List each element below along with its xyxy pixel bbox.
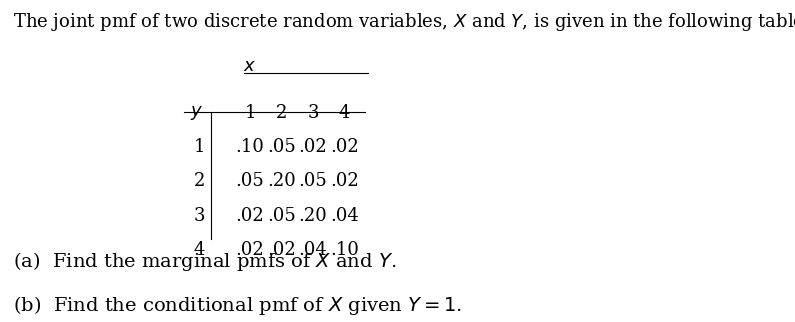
Text: .02: .02: [299, 138, 328, 156]
Text: .04: .04: [330, 207, 359, 225]
Text: .04: .04: [299, 241, 328, 259]
Text: .05: .05: [299, 173, 328, 191]
Text: .02: .02: [330, 138, 359, 156]
Text: .02: .02: [236, 207, 265, 225]
Text: $y$: $y$: [189, 104, 203, 122]
Text: .05: .05: [267, 207, 297, 225]
Text: .02: .02: [267, 241, 297, 259]
Text: 2: 2: [193, 173, 205, 191]
Text: $x$: $x$: [243, 57, 257, 75]
Text: .10: .10: [330, 241, 359, 259]
Text: The joint pmf of two discrete random variables, $X$ and $Y$, is given in the fol: The joint pmf of two discrete random var…: [14, 11, 795, 33]
Text: 3: 3: [193, 207, 205, 225]
Text: .05: .05: [236, 173, 265, 191]
Text: 1: 1: [244, 104, 256, 122]
Text: (a)  Find the marginal pmfs of $X$ and $Y$.: (a) Find the marginal pmfs of $X$ and $Y…: [14, 250, 397, 273]
Text: (b)  Find the conditional pmf of $X$ given $Y = 1$.: (b) Find the conditional pmf of $X$ give…: [14, 294, 463, 317]
Text: 3: 3: [308, 104, 319, 122]
Text: 4: 4: [193, 241, 205, 259]
Text: 1: 1: [193, 138, 205, 156]
Text: 2: 2: [276, 104, 288, 122]
Text: .02: .02: [236, 241, 265, 259]
Text: .05: .05: [267, 138, 297, 156]
Text: .10: .10: [235, 138, 265, 156]
Text: 4: 4: [339, 104, 350, 122]
Text: .20: .20: [299, 207, 328, 225]
Text: .20: .20: [267, 173, 297, 191]
Text: .02: .02: [330, 173, 359, 191]
